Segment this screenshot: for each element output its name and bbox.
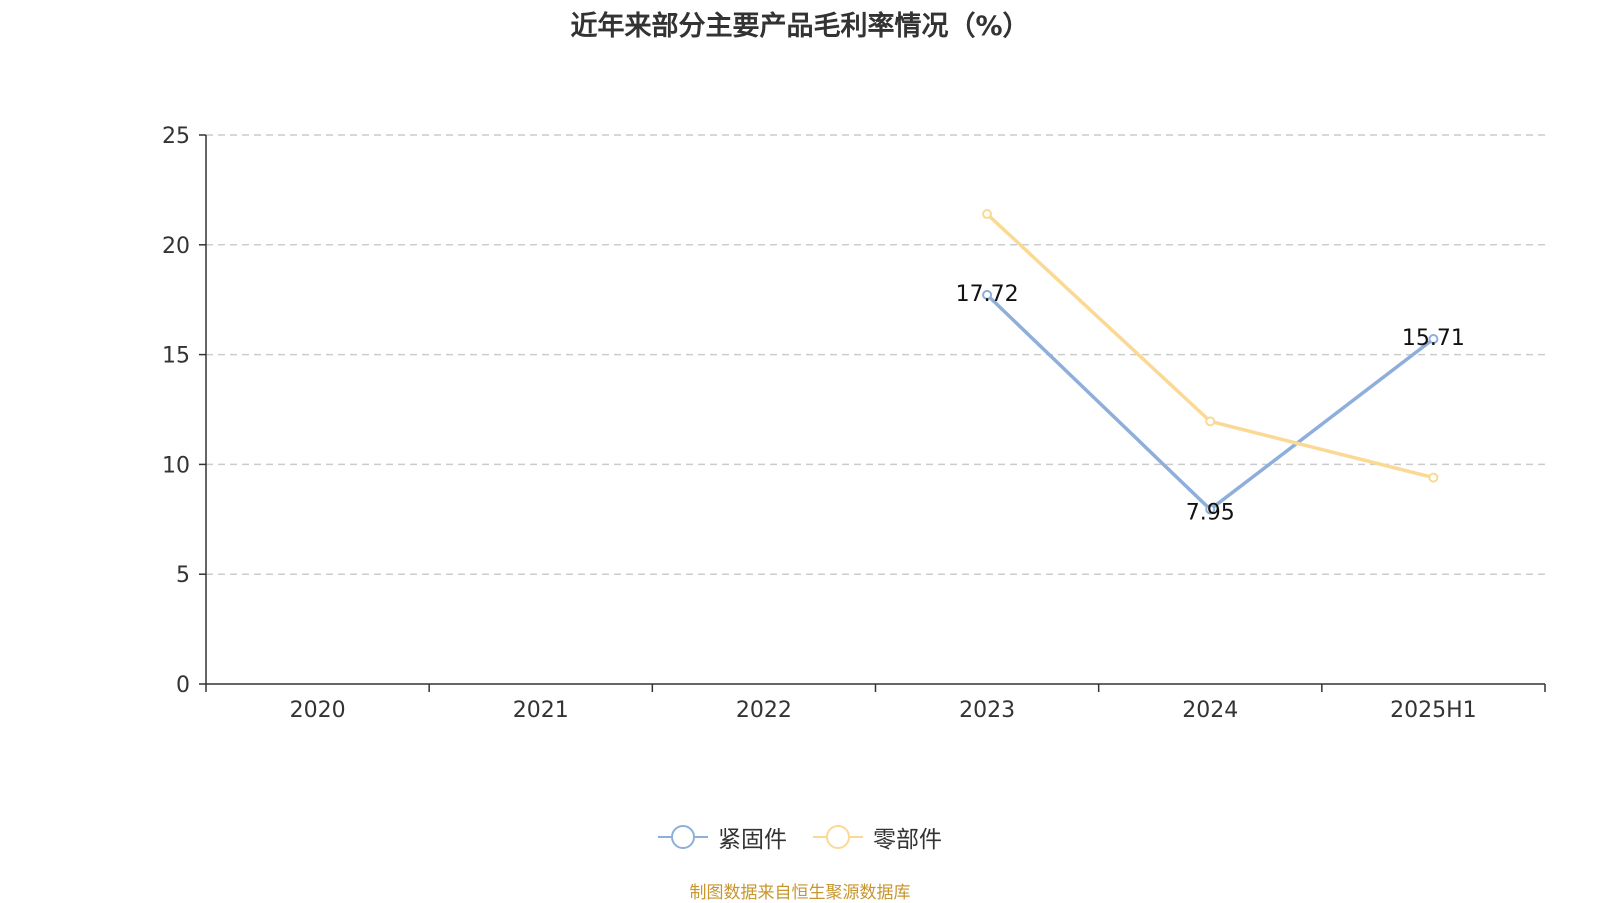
x-tick-label-0: 2020 <box>290 698 346 723</box>
x-tick-label-2: 2022 <box>736 698 792 723</box>
data-point-0-3 <box>982 289 993 300</box>
y-tick-label-0: 0 <box>176 673 190 698</box>
y-tick-label-1: 5 <box>176 563 190 588</box>
y-tick-label-5: 25 <box>162 124 190 149</box>
data-label-0-4: 7.95 <box>1186 500 1235 525</box>
series-lines <box>982 209 1439 515</box>
chart-title: 近年来部分主要产品毛利率情况（%） <box>570 11 1030 42</box>
data-labels: 17.72 7.95 15.71 <box>956 282 1465 526</box>
series-line-1 <box>985 212 1434 480</box>
data-point-1-4 <box>1205 416 1216 427</box>
x-tick-label-1: 2021 <box>513 698 569 723</box>
data-point-1-3 <box>982 209 993 220</box>
data-point-0-5 <box>1428 334 1439 345</box>
legend-swatch-1 <box>813 825 863 849</box>
y-tick-label-2: 10 <box>162 453 190 478</box>
data-label-0-3: 17.72 <box>956 282 1019 307</box>
x-tick-label-4: 2024 <box>1182 698 1238 723</box>
y-tick-label-3: 15 <box>162 344 190 369</box>
y-tick-label-4: 20 <box>162 234 190 259</box>
legend-swatch-0 <box>658 825 708 849</box>
x-tick-label-3: 2023 <box>959 698 1015 723</box>
axes <box>199 134 1546 692</box>
data-point-0-4 <box>1205 504 1216 515</box>
legend-label-1: 零部件 <box>873 827 942 853</box>
source-note: 制图数据来自恒生聚源数据库 <box>689 883 911 903</box>
legend-item-0[interactable]: 紧固件 <box>658 820 787 854</box>
tick-labels: 0 5 10 15 20 25 2020 2021 2022 2023 2024 2025H1 <box>162 124 1477 723</box>
legend-label-0: 紧固件 <box>718 827 787 853</box>
x-tick-label-5: 2025H1 <box>1390 698 1477 723</box>
series-line-0 <box>985 293 1435 512</box>
gridlines <box>206 134 1545 575</box>
legend-item-1[interactable]: 零部件 <box>813 820 942 854</box>
legend: 紧固件 零部件 <box>0 820 1600 854</box>
data-label-0-5: 15.71 <box>1402 326 1465 351</box>
data-point-1-5 <box>1428 472 1439 483</box>
